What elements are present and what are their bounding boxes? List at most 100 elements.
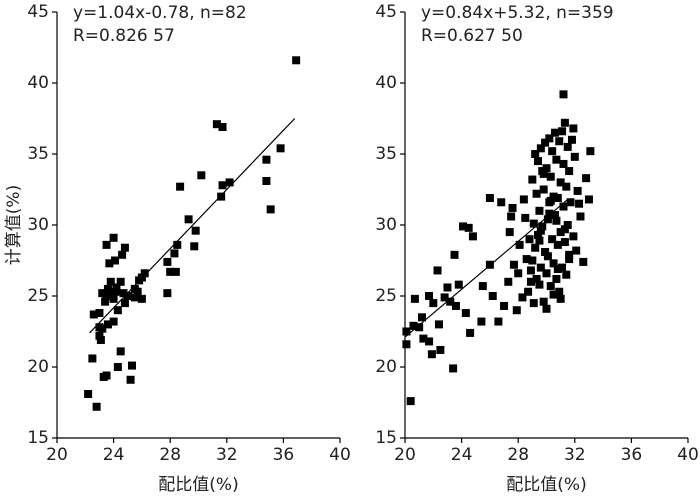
annotation: R=0.627 50 bbox=[421, 26, 523, 46]
x-tick-label: 20 bbox=[394, 445, 416, 465]
point bbox=[218, 123, 227, 132]
point bbox=[429, 299, 438, 308]
point bbox=[507, 212, 516, 221]
x-tick-label: 32 bbox=[216, 445, 238, 465]
point bbox=[560, 225, 569, 234]
point bbox=[485, 194, 494, 203]
point bbox=[119, 289, 128, 298]
point bbox=[417, 313, 426, 322]
point bbox=[494, 317, 503, 326]
point bbox=[111, 256, 120, 265]
point bbox=[586, 147, 595, 156]
point bbox=[543, 215, 552, 224]
point bbox=[538, 222, 547, 231]
y-tick-label: 25 bbox=[27, 286, 49, 306]
point bbox=[569, 232, 578, 241]
annotation: y=0.84x+5.32, n=359 bbox=[421, 3, 614, 23]
point bbox=[545, 134, 554, 143]
point bbox=[563, 142, 572, 151]
point bbox=[536, 226, 545, 235]
point bbox=[225, 178, 234, 187]
point bbox=[555, 137, 564, 146]
point bbox=[102, 292, 111, 300]
point bbox=[191, 226, 200, 235]
point bbox=[556, 178, 565, 187]
point bbox=[555, 287, 564, 296]
point bbox=[406, 397, 415, 406]
point bbox=[522, 255, 531, 264]
point bbox=[576, 212, 585, 221]
point bbox=[419, 334, 428, 343]
point bbox=[105, 259, 114, 268]
point bbox=[266, 205, 275, 214]
point bbox=[477, 317, 486, 326]
point bbox=[548, 147, 557, 156]
point bbox=[556, 294, 565, 303]
point bbox=[95, 323, 104, 332]
x-axis-label: 配比值(%) bbox=[506, 475, 586, 495]
point bbox=[98, 289, 107, 298]
y-axis-label: 计算值(%) bbox=[4, 185, 24, 265]
point bbox=[528, 256, 537, 265]
point bbox=[92, 402, 101, 411]
point bbox=[402, 327, 411, 336]
point bbox=[582, 174, 591, 183]
point bbox=[262, 155, 271, 164]
point bbox=[546, 196, 555, 205]
point bbox=[509, 260, 518, 269]
point bbox=[542, 304, 551, 313]
point bbox=[468, 232, 477, 241]
point bbox=[529, 299, 538, 308]
point bbox=[531, 243, 540, 252]
x-tick-label: 32 bbox=[564, 445, 586, 465]
point bbox=[120, 299, 129, 308]
point bbox=[504, 277, 513, 286]
point bbox=[539, 169, 548, 178]
x-tick-label: 36 bbox=[621, 445, 643, 465]
point bbox=[535, 280, 544, 289]
point bbox=[262, 176, 271, 185]
point bbox=[166, 267, 175, 276]
point bbox=[459, 222, 468, 231]
point bbox=[446, 297, 455, 306]
point bbox=[176, 182, 185, 191]
point bbox=[553, 194, 562, 203]
point bbox=[106, 277, 115, 286]
point bbox=[541, 247, 550, 256]
point bbox=[84, 389, 93, 398]
point bbox=[584, 195, 593, 204]
x-tick-label: 36 bbox=[273, 445, 295, 465]
point bbox=[541, 138, 550, 147]
point bbox=[559, 202, 568, 211]
point bbox=[103, 284, 112, 293]
point bbox=[116, 347, 125, 356]
point bbox=[519, 195, 528, 204]
point bbox=[528, 175, 537, 184]
fit-line bbox=[404, 198, 569, 338]
point bbox=[543, 252, 552, 261]
annotation: R=0.826 57 bbox=[73, 26, 175, 46]
point bbox=[535, 236, 544, 245]
point bbox=[556, 228, 565, 237]
point bbox=[521, 213, 530, 222]
y-tick-label: 45 bbox=[27, 2, 49, 22]
point bbox=[532, 274, 541, 283]
point bbox=[552, 216, 561, 225]
point bbox=[461, 309, 470, 318]
point bbox=[163, 289, 172, 298]
annotation: y=1.04x-0.78, n=82 bbox=[73, 3, 247, 23]
fit-line bbox=[89, 118, 296, 334]
point bbox=[536, 144, 545, 153]
point bbox=[103, 320, 112, 329]
point bbox=[572, 246, 581, 255]
y-tick-label: 35 bbox=[27, 144, 49, 164]
point bbox=[514, 269, 523, 278]
y-tick-label: 30 bbox=[27, 215, 49, 235]
point bbox=[171, 267, 180, 276]
point bbox=[545, 209, 554, 218]
point bbox=[563, 221, 572, 229]
point bbox=[569, 124, 578, 133]
y-tick-label: 15 bbox=[375, 428, 397, 448]
y-tick-label: 30 bbox=[375, 215, 397, 235]
